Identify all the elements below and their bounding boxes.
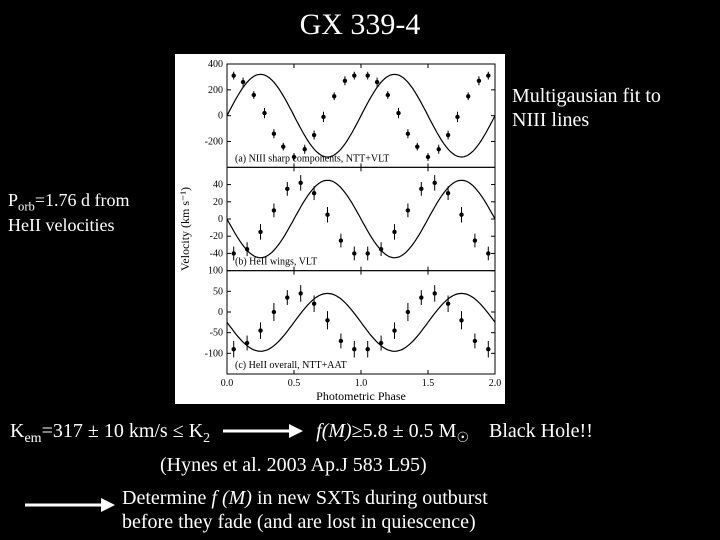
svg-text:-100: -100 [205, 348, 223, 359]
svg-text:40: 40 [213, 180, 223, 191]
sun-symbol: ☉ [456, 431, 469, 446]
svg-text:0: 0 [218, 111, 223, 122]
conclusion-text-part: in new SXTs during outburst [252, 487, 488, 509]
svg-text:-200: -200 [205, 137, 223, 148]
svg-text:100: 100 [208, 266, 223, 277]
svg-text:-40: -40 [210, 248, 223, 259]
annotation-line: Multigausian fit to [512, 85, 661, 107]
svg-text:1.5: 1.5 [422, 378, 435, 389]
conclusion-text-part: before they fade (and are lost in quiesc… [122, 511, 476, 533]
annotation-text: =1.76 d from [35, 190, 130, 210]
svg-text:20: 20 [213, 197, 223, 208]
svg-text:Velocity (km s⁻¹): Velocity (km s⁻¹) [178, 187, 192, 271]
svg-text:1.0: 1.0 [355, 378, 368, 389]
subscript: 2 [203, 431, 210, 446]
svg-text:(c) HeII overall, NTT+AAT: (c) HeII overall, NTT+AAT [235, 360, 347, 371]
annotation-text: HeII velocities [8, 215, 114, 235]
fm-label: f (M) [211, 487, 252, 509]
implies-arrow-icon [223, 421, 303, 444]
fm-value: 5.8 ± 0.5 M [363, 420, 457, 442]
svg-text:(b) HeII wings, VLT: (b) HeII wings, VLT [235, 257, 317, 268]
annotation-multigaussian: Multigausian fit to NIII lines [512, 84, 702, 132]
kem-label: K [10, 420, 24, 442]
svg-text:-50: -50 [210, 328, 223, 339]
subscript: orb [18, 200, 35, 214]
svg-text:0: 0 [218, 214, 223, 225]
chart-svg: Velocity (km s⁻¹)-2000200400(a) NIII sha… [175, 54, 505, 404]
equation-line: Kem=317 ± 10 km/s ≤ K2 f(M)≥5.8 ± 0.5 M☉… [10, 420, 710, 447]
citation: (Hynes et al. 2003 Ap.J 583 L95) [160, 454, 427, 477]
svg-text:200: 200 [208, 85, 223, 96]
black-hole-conclusion: Black Hole!! [489, 420, 593, 442]
page-title: GX 339-4 [0, 8, 720, 42]
fm-label: f(M) [316, 420, 352, 442]
subscript: em [24, 431, 41, 446]
velocity-phase-chart: Velocity (km s⁻¹)-2000200400(a) NIII sha… [175, 54, 505, 404]
svg-text:Photometric Phase: Photometric Phase [316, 389, 406, 403]
svg-text:0.5: 0.5 [288, 378, 301, 389]
svg-text:0: 0 [218, 307, 223, 318]
kem-value: =317 ± 10 km/s ≤ K [42, 420, 204, 442]
svg-text:0.0: 0.0 [221, 378, 234, 389]
svg-text:(a) NIII sharp components, NTT: (a) NIII sharp components, NTT+VLT [235, 153, 389, 164]
conclusion-text-part: Determine [122, 487, 211, 509]
svg-text:-20: -20 [210, 231, 223, 242]
conclusion-text: Determine f (M) in new SXTs during outbu… [122, 486, 702, 534]
conclusion-arrow-icon [25, 498, 115, 517]
svg-text:50: 50 [213, 286, 223, 297]
geq-symbol: ≥ [352, 420, 363, 442]
svg-text:2.0: 2.0 [489, 378, 502, 389]
svg-text:400: 400 [208, 59, 223, 70]
annotation-line: NIII lines [512, 109, 589, 131]
annotation-text: P [8, 190, 18, 210]
annotation-porb: Porb=1.76 d from HeII velocities [8, 190, 168, 236]
